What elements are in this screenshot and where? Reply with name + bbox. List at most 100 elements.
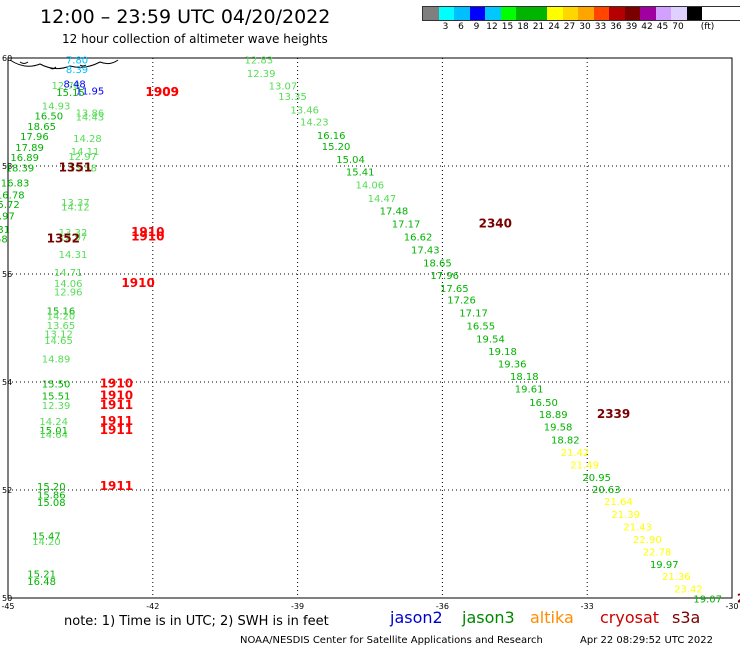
legend-swatch — [469, 7, 485, 20]
legend-label: 21 — [532, 22, 545, 32]
legend-swatch — [562, 7, 578, 20]
swh-value: 12.83 — [245, 55, 274, 66]
swh-value: 18.18 — [510, 372, 539, 383]
pass-time-label: 1911 — [100, 479, 133, 493]
swh-value: 12.39 — [42, 401, 71, 412]
map-grid — [7, 57, 733, 599]
swh-value: 16.16 — [317, 131, 346, 142]
swh-value: 17.26 — [447, 296, 476, 307]
legend-swatch — [454, 7, 470, 20]
legend-swatch — [655, 7, 671, 20]
lat-label: 52 — [2, 486, 12, 495]
swh-value: 12.39 — [247, 69, 276, 80]
swh-value: 18.89 — [539, 410, 568, 421]
pass-time-label: 1910 — [131, 230, 164, 244]
swh-value: 19.07 — [693, 594, 722, 605]
legend-swatch — [438, 7, 454, 20]
swh-value: 14.31 — [59, 250, 88, 261]
swh-value: 21.43 — [623, 523, 652, 534]
swh-value: 15.97 — [0, 211, 15, 222]
swh-value: 14.28 — [73, 134, 102, 145]
axis-labels: 60 58 56 54 52 50-45 -42 -39 -36 -33 -30 — [1, 54, 738, 611]
swh-value: 23.42 — [674, 585, 703, 596]
legend-swatch — [547, 7, 563, 20]
swh-value: 18.65 — [423, 258, 452, 269]
swh-value: 19.97 — [650, 560, 679, 571]
swh-value: 14.06 — [356, 181, 385, 192]
swh-value: 13.46 — [290, 106, 319, 117]
swh-value: 16.83 — [1, 179, 30, 190]
swh-value: 17.48 — [380, 207, 409, 218]
lon-label: -33 — [581, 602, 594, 611]
swh-value: 16.50 — [35, 112, 64, 123]
swh-value: 15.41 — [346, 168, 375, 179]
swh-value: 15.08 — [37, 498, 66, 509]
legend-swatch — [531, 7, 547, 20]
pass-time-label: 1910 — [100, 388, 133, 402]
swh-value: 15.20 — [322, 142, 351, 153]
map-title: 12:00 – 23:59 UTC 04/20/2022 — [40, 6, 331, 28]
pass-time-label: 1351 — [59, 160, 92, 174]
legend-label: 33 — [594, 22, 607, 32]
legend-label: 6 — [458, 22, 464, 32]
legend-swatch — [516, 7, 532, 20]
greenland-coastline — [9, 59, 119, 70]
lon-label: -45 — [1, 602, 14, 611]
lat-label: 54 — [2, 378, 12, 387]
swh-value: 15.86 — [37, 491, 66, 502]
swh-value: 17.17 — [459, 309, 488, 320]
lat-label: 60 — [2, 54, 12, 63]
lat-label: 56 — [2, 270, 12, 279]
swh-value: 17.43 — [411, 245, 440, 256]
swh-value: 15.50 — [42, 379, 71, 390]
lat-label: 50 — [2, 594, 12, 603]
legend-unit: (ft) — [700, 22, 715, 32]
swh-value: 21.42 — [561, 448, 590, 459]
swh-value: 13.32 — [59, 228, 88, 239]
lat-label: 58 — [2, 162, 12, 171]
legend-swatches — [422, 6, 740, 21]
swh-value: 8.48 — [64, 80, 86, 91]
swh-value: 15.51 — [42, 391, 71, 402]
legend-swatch — [624, 7, 640, 20]
swh-value: 21.39 — [611, 510, 640, 521]
swh-value: 12.97 — [59, 233, 88, 244]
swh-value: 15.47 — [32, 532, 61, 543]
pass-time-label: 1909 — [146, 85, 179, 99]
swh-value: 15.01 — [39, 426, 68, 437]
footer-credit: NOAA/NESDIS Center for Satellite Applica… — [240, 635, 543, 646]
swh-value: 19.18 — [488, 347, 517, 358]
swh-value: 16.89 — [10, 153, 39, 164]
swh-value: 16.55 — [467, 322, 496, 333]
pass-time-label: 1911 — [100, 423, 133, 437]
swh-value: 18.65 — [27, 122, 56, 133]
pass-time-label: 1352 — [47, 232, 80, 246]
legend-label: 39 — [625, 22, 638, 32]
swh-value: 16.78 — [0, 190, 25, 201]
legend-swatch — [423, 7, 439, 20]
legend-label: 24 — [548, 22, 560, 32]
legend-swatch — [593, 7, 609, 20]
satellite-label-s3a: s3a — [672, 608, 701, 627]
footer-date: Apr 22 08:29:52 UTC 2022 — [580, 635, 713, 646]
legend-labels: 3 6 9 12 15 18 21 24 27 30 33 36 39 42 45 70 (ft) — [422, 21, 740, 33]
swh-value: 7.80 — [66, 55, 88, 66]
swh-value: 14.12 — [61, 202, 90, 213]
time-labels: 1909190913512340191019101352191023391910… — [47, 85, 740, 606]
legend-label: 9 — [473, 22, 480, 32]
swh-value: 13.58 — [68, 163, 97, 174]
swh-value: 14.11 — [71, 147, 100, 158]
swh-value: 21.64 — [604, 497, 633, 508]
swh-value: 14.65 — [44, 336, 73, 347]
pass-time-label: 2339 — [597, 407, 630, 421]
swh-value: 12.78 — [51, 81, 80, 92]
swh-value: 15.20 — [37, 482, 66, 493]
pass-time-label: 2340 — [479, 217, 512, 231]
legend-swatch — [609, 7, 625, 20]
swh-value: 22.90 — [633, 535, 662, 546]
swh-value: 20.95 — [582, 473, 611, 484]
legend-swatch — [485, 7, 501, 20]
satellite-label-jason2: jason2 — [390, 608, 443, 627]
swh-value: 11.95 — [76, 87, 105, 98]
